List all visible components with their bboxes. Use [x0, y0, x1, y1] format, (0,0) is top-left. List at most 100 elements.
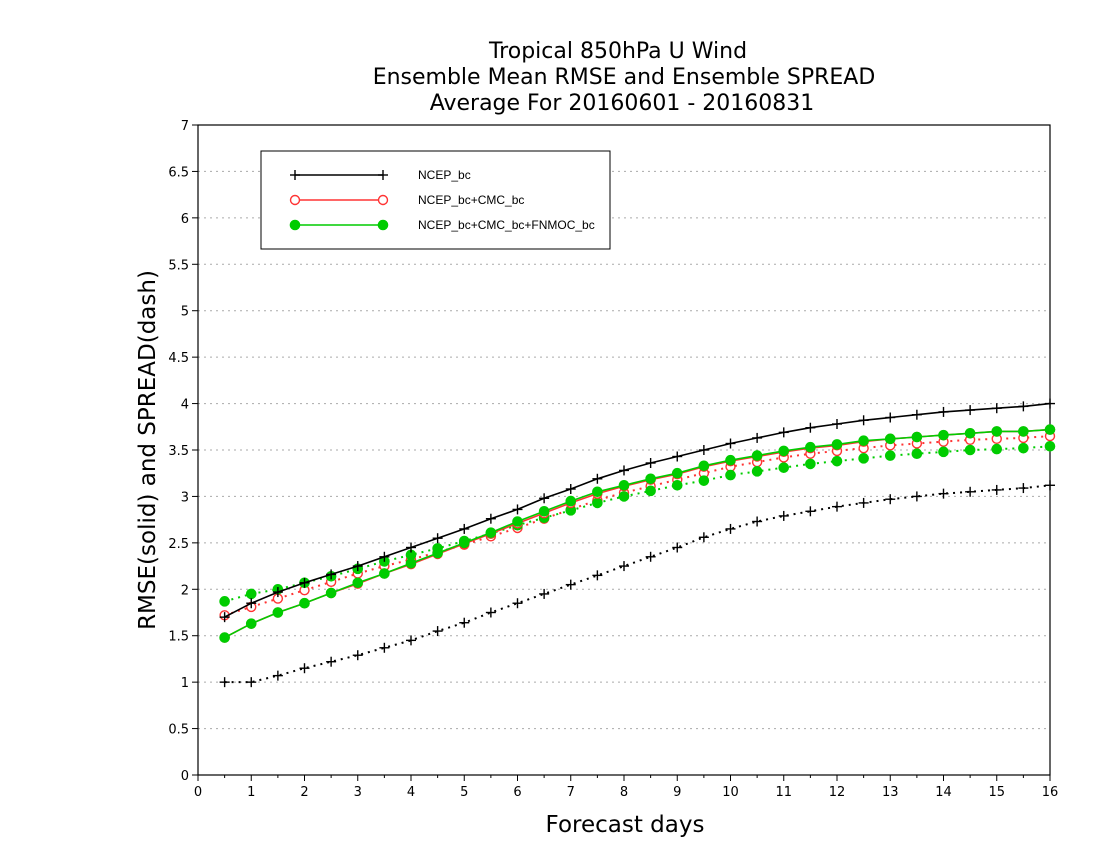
rmse-point: [352, 577, 364, 589]
spread-point: [938, 488, 949, 499]
rmse-point: [778, 427, 789, 438]
y-tick-label: 4: [181, 398, 189, 413]
spread-point: [1045, 480, 1055, 491]
rmse-point: [352, 561, 363, 572]
legend-entry: NCEP_bc: [290, 168, 471, 182]
rmse-point: [485, 527, 497, 538]
legend-label: NCEP_bc: [418, 168, 471, 182]
rmse-point: [778, 445, 790, 457]
title-line-3: Average For 20160601 - 20160831: [430, 91, 815, 116]
legend: NCEP_bc NCEP_bc+CMC_bc NCEP_bc+CMC_bc+FNMO…: [260, 150, 611, 250]
title-line-2: Ensemble Mean RMSE and Ensemble SPREAD: [373, 65, 876, 90]
legend-label: NCEP_bc+CMC_bc+FNMOC_bc: [418, 218, 595, 232]
y-tick-label: 2.5: [168, 537, 189, 552]
rmse-point: [1018, 401, 1029, 412]
rmse-point: [592, 486, 603, 498]
x-tick-label: 3: [354, 785, 362, 800]
rmse-point: [645, 473, 656, 485]
rmse-point: [219, 632, 230, 643]
spread-point: [299, 663, 310, 674]
legend-entry: NCEP_bc+CMC_bc: [289, 193, 524, 207]
spread-point: [645, 485, 656, 497]
spread-point: [885, 494, 896, 505]
rmse-point: [698, 445, 709, 455]
rmse-point: [671, 467, 683, 479]
y-tick-label: 2: [181, 583, 189, 598]
spread-point: [991, 484, 1002, 495]
rmse-point: [538, 505, 550, 517]
y-tick-label: 1: [181, 676, 189, 691]
gridlines: [198, 170, 1050, 730]
spread-point: [326, 656, 337, 667]
spread-point: [379, 642, 390, 653]
rmse-point: [698, 460, 710, 472]
x-tick-label: 5: [460, 785, 468, 800]
x-tick-label: 4: [407, 785, 415, 800]
rmse-point: [885, 412, 896, 423]
rmse-point: [911, 431, 923, 443]
y-tick-label: 4.5: [168, 351, 189, 366]
x-tick-label: 9: [673, 785, 681, 800]
rmse-point: [884, 433, 896, 445]
spread-point: [459, 617, 470, 628]
y-tick-label: 0: [181, 769, 189, 784]
y-tick-label: 5: [181, 305, 189, 320]
spread-point: [751, 466, 763, 477]
rmse-point: [938, 406, 949, 417]
x-tick-label: 16: [1042, 785, 1059, 800]
rmse-point: [672, 451, 683, 462]
rmse-point: [432, 547, 443, 559]
legend-entry: NCEP_bc+CMC_bc+FNMOC_bc: [289, 218, 595, 232]
rmse-point: [326, 569, 337, 580]
spread-point: [858, 453, 869, 464]
rmse-point: [299, 577, 310, 588]
y-tick-label: 0.5: [168, 723, 189, 738]
rmse-point: [512, 504, 523, 515]
series-spread-0: [219, 480, 1055, 688]
series-rmse-1: [219, 424, 1056, 643]
rmse-point: [805, 441, 816, 453]
x-tick-label: 8: [620, 785, 628, 800]
rmse-point: [938, 429, 949, 441]
spread-point: [991, 443, 1003, 455]
rmse-point: [379, 568, 390, 579]
spread-point: [219, 596, 230, 607]
spread-point: [805, 458, 816, 470]
rmse-point: [245, 618, 257, 629]
rmse-point: [618, 479, 630, 491]
spread-point: [778, 510, 789, 521]
y-tick-label: 3.5: [168, 444, 189, 459]
spread-point: [911, 448, 923, 460]
spread-point: [245, 588, 257, 600]
rmse-line: [224, 428, 1051, 639]
spread-line: [224, 484, 1051, 684]
spread-point: [831, 455, 843, 467]
rmse-point: [725, 438, 736, 449]
legend-marker-end: [377, 194, 389, 206]
rmse-point: [565, 484, 576, 494]
spread-point: [884, 450, 896, 461]
spread-point: [964, 444, 976, 456]
rmse-point: [1045, 398, 1055, 409]
spread-point: [725, 469, 736, 481]
rmse-point: [752, 432, 763, 443]
rmse-point: [858, 435, 869, 447]
spread-point: [246, 677, 257, 688]
x-tick-label: 0: [194, 785, 202, 800]
spread-point: [565, 579, 576, 590]
rmse-point: [619, 465, 629, 476]
y-tick-label: 6: [181, 212, 189, 227]
x-tick-label: 1: [247, 785, 255, 800]
rmse-point: [751, 450, 763, 461]
legend-marker-end: [378, 170, 388, 180]
x-tick-label: 12: [829, 785, 846, 800]
rmse-point: [485, 513, 496, 524]
x-axis-label: Forecast days: [546, 812, 705, 838]
spread-point: [219, 677, 230, 688]
spread-point: [911, 491, 922, 502]
spread-point: [406, 635, 416, 646]
rmse-point: [592, 473, 603, 484]
spread-point: [832, 501, 842, 512]
spread-line: [224, 435, 1051, 617]
